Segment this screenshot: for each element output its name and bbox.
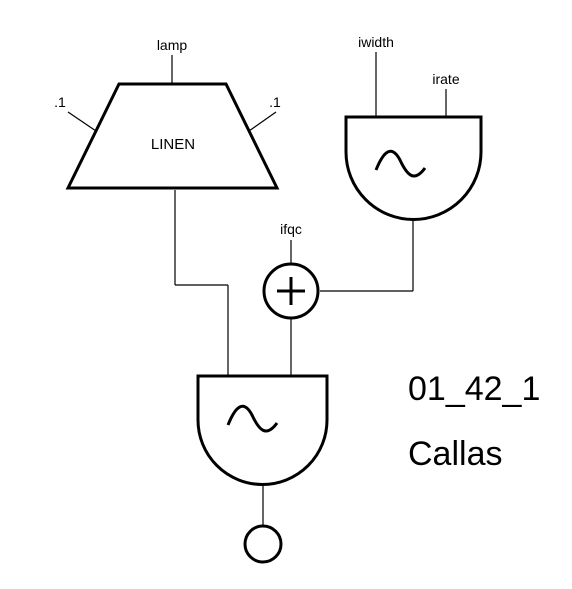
linen-label: LINEN — [151, 136, 195, 153]
diagram-id: 01_42_1 — [408, 370, 540, 408]
connection-wires — [174, 190, 414, 526]
linen-unit: LINEN lamp .1 .1 — [54, 37, 281, 190]
instrument-name: Callas — [408, 435, 502, 473]
adder-circle — [262, 262, 320, 320]
linen-trapezoid — [65, 82, 280, 190]
main-osc-body — [196, 374, 329, 486]
main-oscillator — [196, 374, 329, 486]
vibrato-freq-label: irate — [432, 71, 459, 87]
linen-amp-label: lamp — [157, 37, 188, 53]
output-circle-icon — [243, 524, 283, 564]
linen-rise-label: .1 — [54, 94, 66, 110]
linen-decay-input — [248, 111, 277, 132]
linen-rise-input — [67, 111, 97, 132]
vibrato-osc-body — [344, 115, 483, 221]
plus-icon — [277, 277, 305, 305]
adder-input-label: ifqc — [280, 221, 302, 237]
vibrato-amp-label: iwidth — [358, 34, 394, 50]
sine-wave-icon — [226, 404, 279, 433]
vibrato-oscillator: iwidth irate — [344, 34, 483, 221]
sine-wave-icon — [374, 149, 427, 178]
adder-unit: ifqc — [262, 221, 320, 320]
linen-decay-label: .1 — [269, 94, 281, 110]
